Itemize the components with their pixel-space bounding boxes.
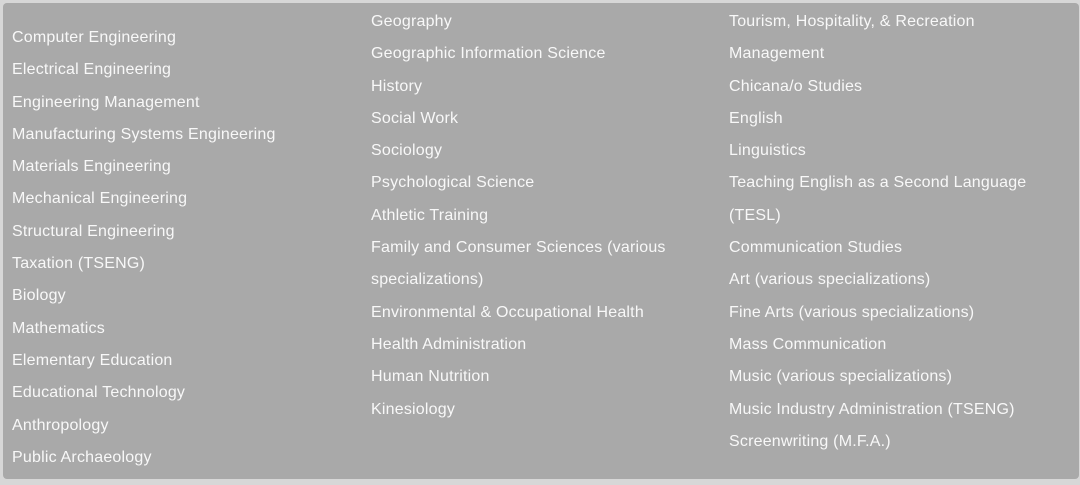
program-item: Social Work [371,109,459,127]
program-item: Geography [371,13,452,30]
program-item: Human Nutrition [371,368,490,386]
program-item: Sociology [371,142,443,160]
program-item: Biology [12,287,66,305]
program-item: Kinesiology [371,400,456,418]
program-list: Geography Geographic Information Science H… [371,6,702,426]
program-list: Computer Engineering Electrical Engineeri… [12,22,362,474]
program-item: English [729,109,783,127]
program-column-3: Tourism, Hospitality, & Recreation Manag… [729,6,1063,458]
program-item: Communication Studies [729,239,903,257]
program-item: Mathematics [12,319,105,337]
program-item: Tourism, Hospitality, & Recreation Manag… [729,13,975,63]
program-item: Family and Consumer Sciences (various sp… [371,239,666,289]
program-item: Screenwriting (M.F.A.) [729,432,891,450]
program-item: Mechanical Engineering [12,190,188,208]
program-item: Mass Communication [729,335,887,353]
program-item: Materials Engineering [12,158,171,176]
program-item: Art (various specializations) [729,271,931,289]
program-item: Linguistics [729,142,806,160]
program-item: Manufacturing Systems Engineering [12,125,276,143]
program-list: Tourism, Hospitality, & Recreation Manag… [729,6,1063,458]
program-item: History [371,77,423,95]
program-item: Educational Technology [12,384,186,402]
program-item: Public Archaeology [12,448,152,466]
program-item: Anthropology [12,416,109,434]
program-item: Environmental & Occupational Health [371,303,644,321]
program-item: Taxation (TSENG) [12,255,146,273]
program-item: Health Administration [371,335,527,353]
program-item: Teaching English as a Second Language (T… [729,174,1027,224]
program-column-1: Computer Engineering Electrical Engineeri… [12,22,362,474]
program-item: Electrical Engineering [12,61,172,79]
program-item: Elementary Education [12,351,173,369]
program-item: Athletic Training [371,206,489,224]
program-item: Computer Engineering [12,29,177,46]
program-item: Fine Arts (various specializations) [729,303,975,321]
program-item: Music Industry Administration (TSENG) [729,400,1015,418]
program-item: Music (various specializations) [729,368,953,386]
program-item: Geographic Information Science [371,45,606,63]
program-column-2: Geography Geographic Information Science H… [371,6,702,426]
programs-panel: Computer Engineering Electrical Engineeri… [3,3,1079,479]
program-item: Engineering Management [12,93,200,111]
program-item: Chicana/o Studies [729,77,863,95]
program-item: Psychological Science [371,174,535,192]
program-item: Structural Engineering [12,222,175,240]
